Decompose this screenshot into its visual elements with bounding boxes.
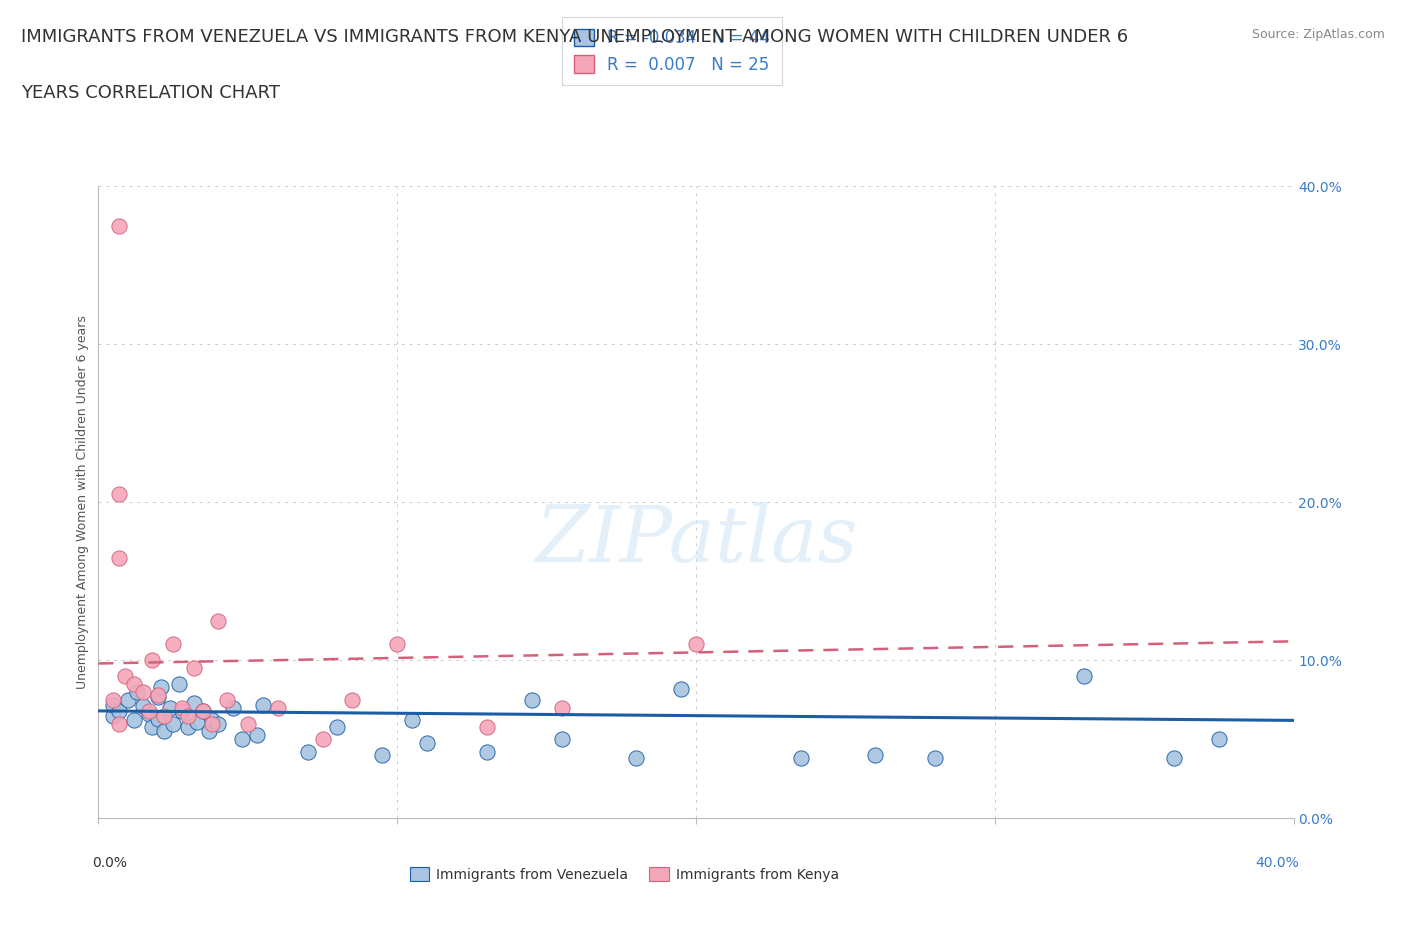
Point (475, 745, 498, 760)
Point (626, 751, 648, 765)
Point (191, 703, 214, 718)
Point (103, 692, 125, 708)
Point (385, 637, 409, 652)
Point (685, 637, 707, 652)
Point (207, 716, 229, 731)
Point (108, 550, 131, 565)
Point (669, 682, 692, 697)
Point (215, 692, 238, 708)
Point (108, 716, 131, 731)
Point (148, 687, 170, 702)
Point (475, 719, 498, 734)
Point (141, 653, 163, 668)
Point (236, 716, 259, 731)
Point (103, 709, 125, 724)
Point (1208, 732, 1230, 747)
Point (114, 669, 136, 684)
Point (342, 692, 364, 708)
Point (550, 732, 572, 747)
Point (132, 698, 155, 713)
Point (201, 713, 224, 728)
Text: 0.0%: 0.0% (93, 857, 128, 870)
Point (191, 703, 214, 718)
Point (162, 637, 184, 652)
Point (198, 724, 221, 738)
Point (222, 700, 245, 715)
Point (177, 709, 200, 724)
Point (153, 724, 176, 738)
Point (231, 732, 253, 747)
Point (132, 684, 155, 699)
Point (1073, 669, 1095, 684)
Text: ZIPatlas: ZIPatlas (534, 502, 858, 578)
Point (183, 696, 205, 711)
Point (153, 709, 176, 724)
Text: YEARS CORRELATION CHART: YEARS CORRELATION CHART (21, 84, 280, 101)
Point (201, 716, 224, 731)
Point (150, 680, 173, 695)
Point (924, 751, 946, 765)
Point (167, 677, 190, 692)
Point (865, 748, 887, 763)
Point (177, 719, 200, 734)
Text: 40.0%: 40.0% (1256, 857, 1299, 870)
Point (326, 719, 349, 734)
Point (117, 692, 139, 708)
Point (186, 714, 208, 729)
Point (159, 700, 181, 715)
Point (138, 703, 160, 718)
Point (416, 735, 439, 750)
Point (183, 660, 205, 675)
Text: Source: ZipAtlas.com: Source: ZipAtlas.com (1251, 28, 1385, 41)
Point (550, 700, 572, 715)
Point (103, 698, 125, 712)
Point (108, 703, 131, 718)
Text: IMMIGRANTS FROM VENEZUELA VS IMMIGRANTS FROM KENYA UNEMPLOYMENT AMONG WOMEN WITH: IMMIGRANTS FROM VENEZUELA VS IMMIGRANTS … (21, 28, 1128, 46)
Point (401, 713, 423, 728)
Point (138, 707, 160, 722)
Point (1163, 751, 1185, 765)
Legend: Immigrants from Venezuela, Immigrants from Kenya: Immigrants from Venezuela, Immigrants fr… (405, 862, 844, 887)
Point (371, 748, 394, 763)
Point (311, 732, 333, 747)
Point (297, 745, 319, 760)
Point (207, 614, 229, 629)
Point (246, 727, 269, 742)
Point (141, 719, 163, 734)
Point (124, 713, 146, 728)
Point (148, 689, 170, 704)
Point (267, 700, 290, 715)
Point (252, 698, 274, 712)
Point (108, 487, 131, 502)
Point (172, 700, 194, 715)
Point (148, 711, 170, 726)
Point (520, 692, 543, 708)
Point (124, 677, 146, 692)
Point (127, 684, 149, 699)
Point (108, 219, 131, 233)
Y-axis label: Unemployment Among Women with Children Under 6 years: Unemployment Among Women with Children U… (76, 315, 90, 689)
Point (162, 716, 184, 731)
Point (789, 751, 811, 765)
Point (172, 703, 194, 718)
